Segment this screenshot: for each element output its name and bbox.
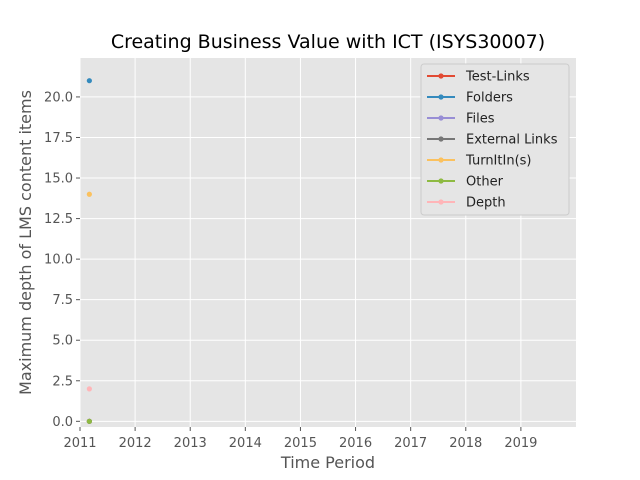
legend-marker-files xyxy=(438,115,444,121)
x-tick-label: 2014 xyxy=(229,436,262,451)
data-point-other xyxy=(86,418,92,424)
legend-marker-test-links xyxy=(438,73,444,79)
data-points xyxy=(86,78,92,424)
legend-label-turnitin-s: TurnItIn(s) xyxy=(465,154,531,169)
y-tick-label: 17.5 xyxy=(44,131,73,146)
legend-marker-depth xyxy=(438,199,444,205)
x-tick-label: 2013 xyxy=(174,436,207,451)
y-tick-label: 10.0 xyxy=(44,253,73,268)
data-point-turnitin-s xyxy=(86,191,92,197)
y-tick-label: 0.0 xyxy=(52,415,73,430)
y-tick-label: 20.0 xyxy=(44,90,73,105)
legend-box xyxy=(420,63,570,216)
x-axis-ticks: 2011 2012 2013 2014 2015 2016 2017 2018 2019 xyxy=(63,427,537,451)
y-tick-label: 12.5 xyxy=(44,212,73,227)
legend-marker-turnitin-s xyxy=(438,157,444,163)
legend-label-test-links: Test-Links xyxy=(465,70,530,85)
x-tick-label: 2011 xyxy=(63,436,96,451)
x-tick-label: 2017 xyxy=(394,436,427,451)
legend: Test-Links Folders Files External Links Turn… xyxy=(420,63,570,216)
x-tick-label: 2016 xyxy=(339,436,372,451)
y-tick-label: 7.5 xyxy=(52,293,73,308)
legend-label-depth: Depth xyxy=(466,196,506,211)
y-axis-label: Maximum depth of LMS content items xyxy=(16,90,35,395)
chart-title: Creating Business Value with ICT (ISYS30… xyxy=(111,31,545,53)
legend-marker-external-links xyxy=(438,136,444,142)
legend-label-folders: Folders xyxy=(466,91,513,106)
data-point-folders xyxy=(86,78,92,84)
legend-marker-other xyxy=(438,178,444,184)
y-axis-ticks: 0.0 2.5 5.0 7.5 10.0 12.5 15.0 17.5 20.0 xyxy=(44,90,80,430)
legend-label-other: Other xyxy=(466,175,504,190)
x-tick-label: 2018 xyxy=(449,436,482,451)
x-tick-label: 2012 xyxy=(119,436,152,451)
x-tick-label: 2015 xyxy=(284,436,317,451)
y-tick-label: 2.5 xyxy=(52,374,73,389)
y-tick-label: 5.0 xyxy=(52,334,73,349)
x-axis-label: Time Period xyxy=(280,453,375,472)
y-tick-label: 15.0 xyxy=(44,172,73,187)
data-point-depth xyxy=(86,386,92,392)
x-tick-label: 2019 xyxy=(504,436,537,451)
legend-label-files: Files xyxy=(466,112,495,127)
legend-label-external-links: External Links xyxy=(466,133,558,148)
legend-marker-folders xyxy=(438,94,444,100)
